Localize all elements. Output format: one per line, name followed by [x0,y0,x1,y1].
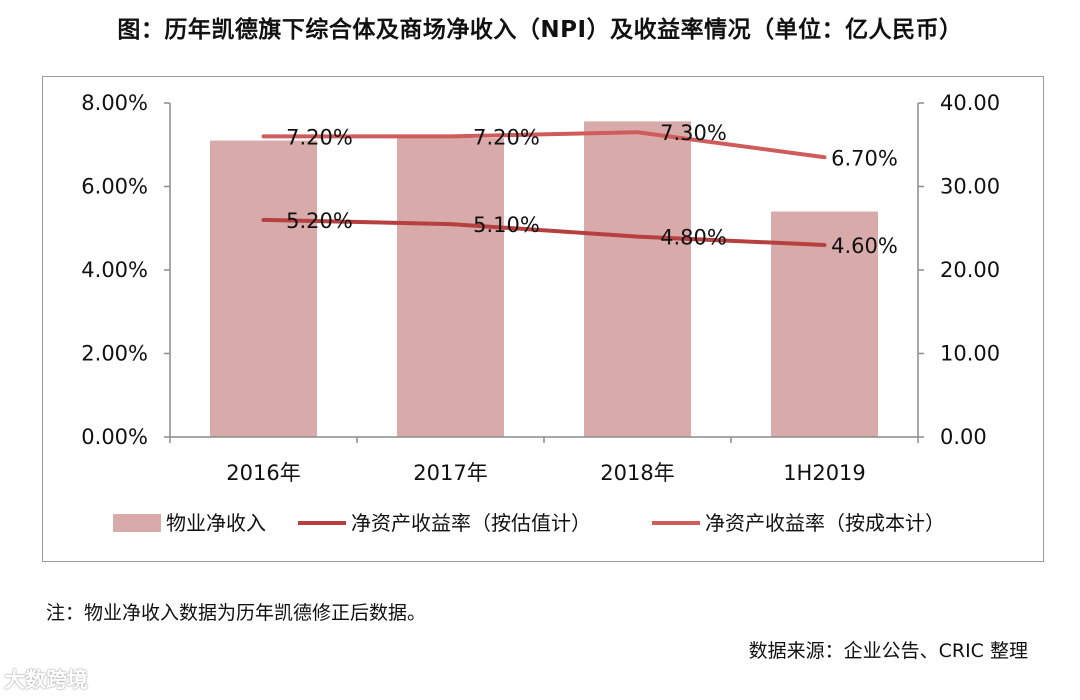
x-tick-label: 1H2019 [783,461,866,485]
bar-npi-3 [771,211,878,437]
left-tick-label: 6.00% [81,175,148,199]
data-label-series-1: 7.30% [660,121,727,145]
left-tick-label: 0.00% [81,425,148,449]
data-label-series-0: 5.20% [286,209,353,233]
legend-label-line-1: 净资产收益率（按成本计） [705,511,945,535]
data-label-series-0: 4.80% [660,226,727,250]
right-tick-label: 30.00 [940,175,1000,199]
bar-npi-2 [584,121,691,438]
data-label-series-1: 6.70% [831,146,898,170]
legend-label-bar: 物业净收入 [166,511,266,535]
x-tick-label: 2018年 [600,461,674,485]
chart-title: 图：历年凯德旗下综合体及商场净收入（NPI）及收益率情况（单位：亿人民币） [117,17,963,43]
chart-frame [42,76,1044,562]
right-tick-label: 10.00 [940,342,1000,366]
left-tick-label: 2.00% [81,342,148,366]
data-label-series-1: 7.20% [473,125,540,149]
bar-npi-1 [397,138,504,437]
left-tick-label: 4.00% [81,258,148,282]
data-label-series-0: 5.10% [473,213,540,237]
x-tick-label: 2017年 [413,461,487,485]
data-label-series-1: 7.20% [286,125,353,149]
right-tick-label: 0.00 [940,425,987,449]
left-tick-label: 8.00% [81,91,148,115]
line-series-1 [261,130,827,160]
watermark-logo: 大数跨境 [4,668,88,692]
data-source: 数据来源：企业公告、CRIC 整理 [748,640,1028,662]
bar-npi-0 [210,140,317,437]
legend-swatch-bar [113,514,161,532]
x-tick-label: 2016年 [226,461,300,485]
line-series-0 [261,217,827,247]
right-tick-label: 20.00 [940,258,1000,282]
data-label-series-0: 4.60% [831,234,898,258]
chart-note: 注：物业净收入数据为历年凯德修正后数据。 [46,602,427,624]
legend-label-line-0: 净资产收益率（按估值计） [351,511,591,535]
right-tick-label: 40.00 [940,91,1000,115]
